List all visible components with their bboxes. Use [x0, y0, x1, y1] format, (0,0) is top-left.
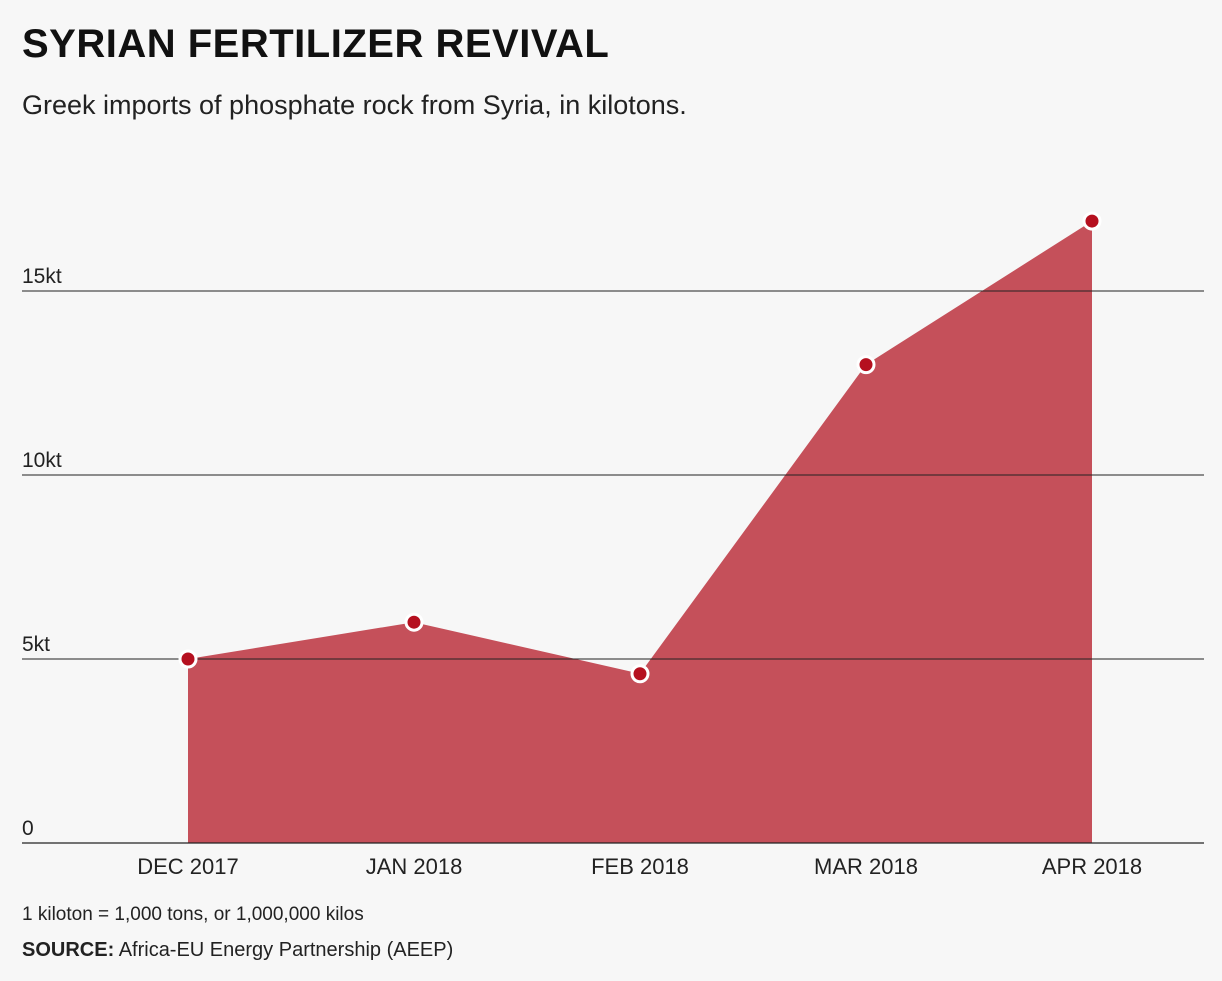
unit-note: 1 kiloton = 1,000 tons, or 1,000,000 kil… — [22, 904, 364, 925]
chart-title: SYRIAN FERTILIZER REVIVAL — [22, 22, 610, 66]
y-tick-label: 15kt — [22, 265, 62, 288]
x-tick-label: JAN 2018 — [366, 854, 463, 879]
source-text: Africa-EU Energy Partnership (AEEP) — [118, 939, 454, 961]
area-series — [188, 221, 1092, 843]
data-point — [404, 612, 424, 632]
x-tick-label: DEC 2017 — [137, 854, 239, 879]
area-chart: 0 5kt 10kt 15kt DEC 2017 JAN 2018 FEB 2018 MAR … — [22, 211, 1204, 879]
x-tick-label: FEB 2018 — [591, 854, 689, 879]
data-point — [1082, 211, 1102, 231]
data-point — [178, 649, 198, 669]
source-label: SOURCE: — [22, 939, 115, 961]
x-tick-label: MAR 2018 — [814, 854, 918, 879]
x-tick-label: APR 2018 — [1042, 854, 1142, 879]
y-tick-label: 10kt — [22, 449, 62, 472]
chart-subtitle: Greek imports of phosphate rock from Syr… — [22, 90, 687, 120]
data-point — [630, 664, 650, 684]
source-line: SOURCE: Africa-EU Energy Partnership (AE… — [22, 939, 453, 962]
y-tick-label: 5kt — [22, 633, 50, 656]
data-point — [856, 355, 876, 375]
y-tick-label: 0 — [22, 817, 34, 840]
